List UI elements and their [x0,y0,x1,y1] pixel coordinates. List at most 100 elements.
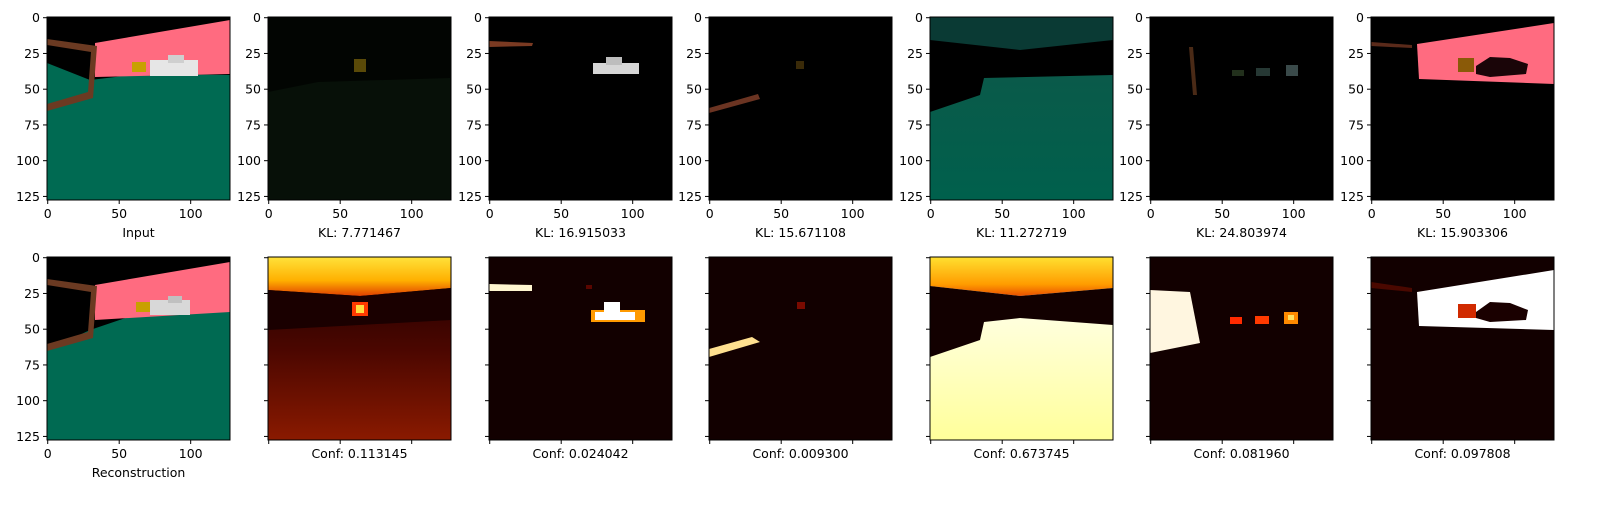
y-tick-label-top-6: 0 [1135,10,1143,25]
y-tick-label-top-3: 75 [466,117,482,132]
caption-top-2: KL: 7.771467 [318,225,401,240]
y-tick-label-top-7: 100 [1340,153,1364,168]
x-tick-label-top-3: 50 [553,206,569,221]
y-tick-label-top-2: 0 [253,10,261,25]
y-tick-label-top-6: 100 [1119,153,1143,168]
y-tick-label-top-2: 75 [245,117,261,132]
x-tick-label-top-7: 100 [1503,206,1527,221]
y-tick-label-top-4: 0 [694,10,702,25]
y-tick-label-top-3: 25 [466,46,482,61]
y-tick-label-top-5: 25 [907,46,923,61]
x-tick-label-top-2: 0 [265,206,273,221]
panel-confidence-3 [708,256,893,441]
x-tick-label-top-5: 0 [927,206,935,221]
x-tick-label-top-7: 0 [1368,206,1376,221]
x-tick-label-bottom-1: 0 [44,446,52,461]
x-tick-label-top-6: 0 [1147,206,1155,221]
panel-confidence-1 [267,256,452,441]
caption-top-6: KL: 24.803974 [1196,225,1287,240]
y-tick-label-top-1: 75 [24,117,40,132]
caption-bottom-4: Conf: 0.009300 [752,446,848,461]
x-tick-label-top-4: 0 [706,206,714,221]
x-tick-label-top-5: 50 [994,206,1010,221]
caption-top-3: KL: 16.915033 [535,225,626,240]
x-tick-label-top-2: 100 [400,206,424,221]
x-tick-label-top-4: 50 [773,206,789,221]
y-tick-label-top-4: 125 [678,189,702,204]
y-tick-label-top-2: 125 [237,189,261,204]
y-tick-label-top-5: 125 [899,189,923,204]
y-tick-label-top-6: 50 [1127,82,1143,97]
axes-layer: 0 25 50 75 100 125 0 50 100 Input 0 25 50 75 100 125 0 50… [16,10,1527,480]
y-tick-label-top-7: 75 [1348,117,1364,132]
y-tick-label-bottom-1: 75 [24,357,40,372]
x-tick-label-top-2: 50 [332,206,348,221]
y-tick-label-bottom-1: 125 [16,429,40,444]
y-tick-label-top-7: 125 [1340,189,1364,204]
caption-bottom-6: Conf: 0.081960 [1193,446,1289,461]
y-tick-label-top-4: 100 [678,153,702,168]
y-tick-label-top-5: 100 [899,153,923,168]
y-tick-label-bottom-1: 25 [24,286,40,301]
caption-top-1: Input [122,225,154,240]
panel-input [46,16,231,201]
y-tick-label-top-4: 50 [686,82,702,97]
x-tick-label-top-6: 100 [1282,206,1306,221]
panel-component-5-top [1149,16,1334,201]
panel-reconstruction [46,256,231,441]
caption-top-5: KL: 11.272719 [976,225,1067,240]
y-tick-label-top-5: 50 [907,82,923,97]
x-tick-label-top-1: 100 [179,206,203,221]
x-tick-label-top-4: 100 [841,206,865,221]
panel-confidence-6 [1370,256,1555,441]
y-tick-label-top-3: 50 [466,82,482,97]
y-tick-label-bottom-1: 100 [16,393,40,408]
y-tick-label-top-5: 75 [907,117,923,132]
y-tick-label-top-2: 50 [245,82,261,97]
x-tick-label-top-6: 50 [1214,206,1230,221]
y-tick-label-top-7: 0 [1356,10,1364,25]
y-tick-label-top-3: 100 [458,153,482,168]
y-tick-label-top-6: 25 [1127,46,1143,61]
x-tick-label-top-3: 0 [486,206,494,221]
panel-component-3-top [708,16,893,201]
y-tick-label-top-2: 100 [237,153,261,168]
y-tick-label-top-4: 25 [686,46,702,61]
x-tick-label-top-1: 50 [111,206,127,221]
caption-bottom-7: Conf: 0.097808 [1414,446,1510,461]
y-tick-label-top-4: 75 [686,117,702,132]
y-tick-label-top-1: 0 [32,10,40,25]
x-tick-label-bottom-1: 50 [111,446,127,461]
caption-bottom-1: Reconstruction [92,465,186,480]
y-tick-label-top-6: 125 [1119,189,1143,204]
y-tick-label-top-6: 75 [1127,117,1143,132]
y-tick-label-top-5: 0 [915,10,923,25]
caption-bottom-3: Conf: 0.024042 [532,446,628,461]
panel-confidence-4 [929,256,1114,441]
panel-confidence-5 [1149,256,1334,441]
y-tick-label-top-1: 50 [24,82,40,97]
caption-top-7: KL: 15.903306 [1417,225,1508,240]
panel-component-1-top [267,16,452,201]
panel-component-2-top [488,16,673,201]
caption-bottom-2: Conf: 0.113145 [311,446,407,461]
y-tick-label-top-2: 25 [245,46,261,61]
x-tick-label-top-7: 50 [1435,206,1451,221]
y-tick-label-top-3: 125 [458,189,482,204]
caption-top-4: KL: 15.671108 [755,225,846,240]
y-tick-label-top-3: 0 [474,10,482,25]
caption-bottom-5: Conf: 0.673745 [973,446,1069,461]
y-tick-label-top-1: 100 [16,153,40,168]
y-tick-label-top-1: 25 [24,46,40,61]
x-tick-label-top-3: 100 [621,206,645,221]
panel-component-4-top [929,16,1114,201]
x-tick-label-top-5: 100 [1062,206,1086,221]
y-tick-label-top-1: 125 [16,189,40,204]
y-tick-label-bottom-1: 50 [24,322,40,337]
panel-component-6-top [1370,16,1555,201]
y-tick-label-top-7: 25 [1348,46,1364,61]
y-tick-label-bottom-1: 0 [32,250,40,265]
panel-confidence-2 [488,256,673,441]
x-tick-label-bottom-1: 100 [179,446,203,461]
